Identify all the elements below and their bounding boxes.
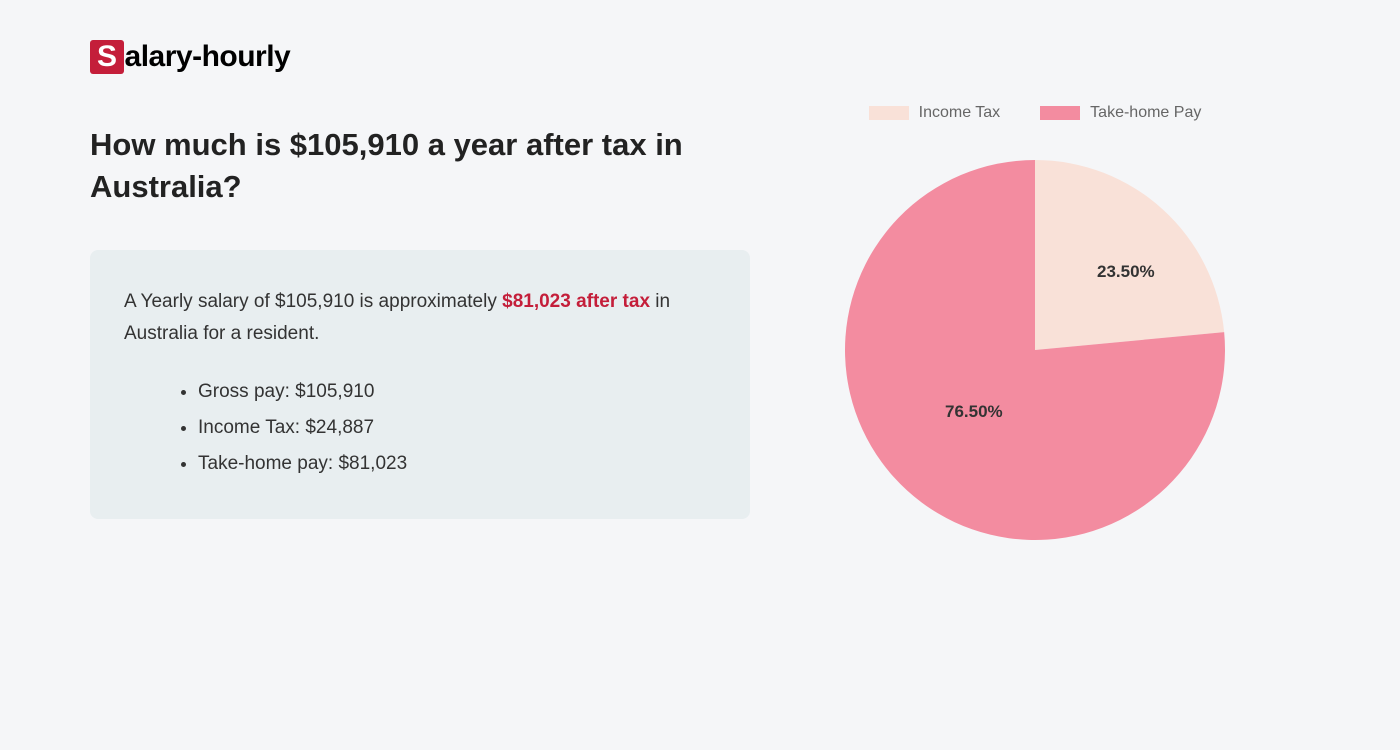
legend-swatch-take-home	[1040, 106, 1080, 120]
bullet-list: Gross pay: $105,910 Income Tax: $24,887 …	[124, 374, 716, 482]
content-row: How much is $105,910 a year after tax in…	[90, 124, 1310, 550]
summary-text: A Yearly salary of $105,910 is approxima…	[124, 286, 716, 351]
logo-text: alary-hourly	[125, 40, 291, 74]
pie-chart: 23.50% 76.50%	[845, 140, 1225, 550]
bullet-item: Gross pay: $105,910	[198, 374, 716, 410]
pie-svg	[845, 140, 1225, 550]
logo: Salary-hourly	[90, 40, 1310, 74]
chart-legend: Income Tax Take-home Pay	[869, 104, 1202, 122]
left-column: How much is $105,910 a year after tax in…	[90, 124, 750, 519]
logo-badge: S	[90, 40, 124, 74]
summary-highlight: $81,023 after tax	[502, 291, 650, 312]
legend-item-income-tax: Income Tax	[869, 104, 1001, 122]
page-heading: How much is $105,910 a year after tax in…	[90, 124, 750, 208]
chart-column: Income Tax Take-home Pay 23.50% 76.50%	[820, 104, 1250, 550]
pie-pct-label-take-home: 76.50%	[945, 402, 1003, 422]
bullet-item: Take-home pay: $81,023	[198, 446, 716, 482]
summary-prefix: A Yearly salary of $105,910 is approxima…	[124, 291, 502, 312]
bullet-item: Income Tax: $24,887	[198, 410, 716, 446]
legend-swatch-income-tax	[869, 106, 909, 120]
page-root: Salary-hourly How much is $105,910 a yea…	[0, 0, 1400, 590]
pie-pct-label-income-tax: 23.50%	[1097, 262, 1155, 282]
legend-label: Take-home Pay	[1090, 104, 1201, 122]
summary-box: A Yearly salary of $105,910 is approxima…	[90, 250, 750, 519]
legend-label: Income Tax	[919, 104, 1001, 122]
legend-item-take-home: Take-home Pay	[1040, 104, 1201, 122]
